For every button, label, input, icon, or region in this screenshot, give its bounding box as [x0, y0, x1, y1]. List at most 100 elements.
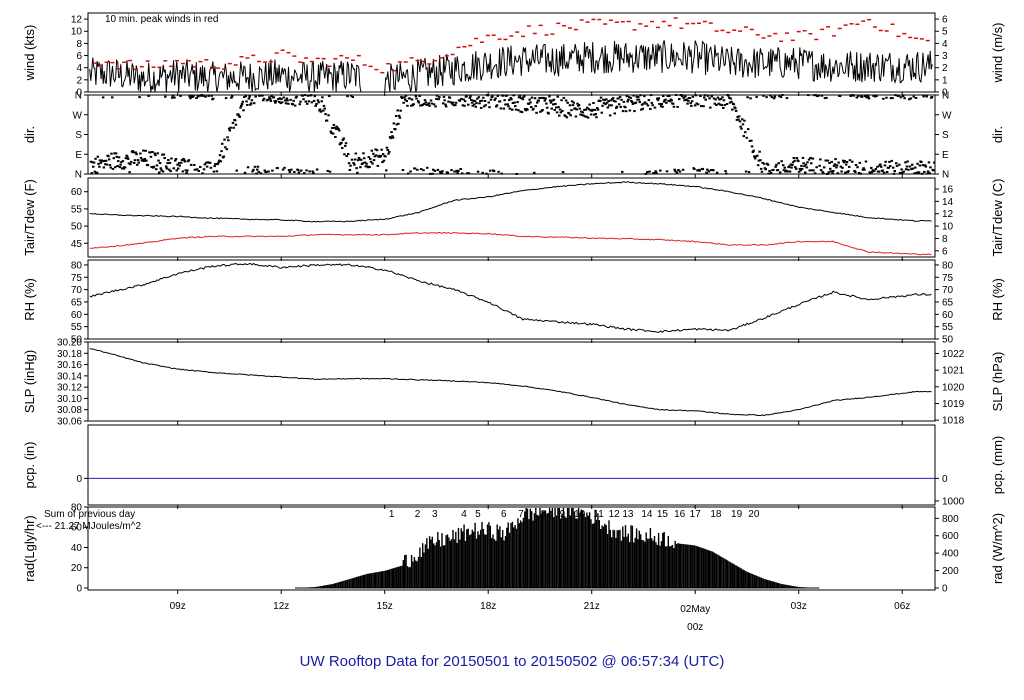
- dir-point: [923, 170, 926, 173]
- dir-point: [917, 171, 921, 174]
- dir-point: [417, 101, 421, 104]
- dir-point: [246, 166, 250, 169]
- dir-point: [565, 116, 569, 119]
- dir-point: [202, 94, 205, 97]
- dir-point: [433, 169, 437, 172]
- dir-point: [557, 106, 560, 109]
- dir-point: [908, 165, 912, 168]
- dir-point: [314, 104, 317, 107]
- dir-point: [211, 97, 215, 100]
- hour-label: 18: [710, 509, 722, 520]
- dir-point: [292, 99, 295, 102]
- dir-point: [897, 94, 900, 97]
- dir-point: [662, 95, 665, 97]
- dir-point: [476, 97, 479, 100]
- dir-point: [272, 96, 276, 99]
- dir-point: [765, 96, 768, 99]
- dir-point: [579, 113, 582, 116]
- ytick-right-label-dir: W: [942, 110, 952, 121]
- dir-point: [847, 170, 850, 173]
- dir-point: [542, 97, 546, 100]
- dir-point: [146, 164, 150, 167]
- dir-point: [285, 97, 289, 100]
- ytick-right-label-temp: 8: [942, 234, 948, 245]
- dir-point: [194, 168, 197, 171]
- dir-point: [802, 162, 805, 165]
- dir-point: [754, 155, 758, 158]
- dir-point: [641, 107, 644, 110]
- dir-point: [325, 119, 329, 122]
- dir-point: [281, 101, 284, 104]
- dir-point: [859, 172, 862, 175]
- dir-point: [332, 123, 336, 126]
- dir-point: [364, 165, 367, 168]
- dir-point: [612, 100, 616, 102]
- dir-point: [853, 169, 856, 172]
- dir-point: [155, 168, 158, 171]
- dir-point: [344, 142, 348, 145]
- dir-point: [446, 171, 449, 174]
- dir-point: [539, 96, 543, 99]
- hour-label: 5: [475, 509, 481, 520]
- ytick-right-label-rad: 400: [942, 549, 959, 560]
- dir-point: [169, 170, 172, 173]
- dir-point: [457, 169, 460, 172]
- dir-point: [155, 164, 159, 167]
- xtick-label: 15z: [377, 601, 393, 612]
- dir-point: [615, 106, 618, 109]
- dir-point: [863, 95, 867, 98]
- dir-point: [302, 98, 305, 101]
- ytick-right-label-wind: 3: [942, 51, 948, 62]
- dir-point: [630, 101, 634, 103]
- dir-point: [341, 147, 344, 149]
- dir-point: [577, 104, 581, 106]
- dir-point: [667, 99, 670, 102]
- dir-point: [876, 165, 879, 168]
- dir-point: [736, 115, 739, 118]
- dir-point: [654, 170, 657, 173]
- dir-point: [640, 103, 644, 106]
- ytick-right-label-rh: 65: [942, 297, 954, 308]
- dir-point: [320, 100, 323, 103]
- dir-point: [268, 98, 272, 100]
- dir-point: [259, 94, 262, 97]
- dir-point: [529, 101, 532, 104]
- dir-point: [353, 163, 356, 166]
- dir-point: [328, 170, 332, 173]
- dir-point: [885, 171, 889, 173]
- dir-point: [207, 94, 210, 97]
- dir-point: [367, 156, 370, 159]
- dir-point: [570, 100, 574, 103]
- dir-point: [745, 136, 748, 139]
- dir-point: [473, 103, 476, 106]
- dir-point: [425, 103, 428, 106]
- dir-point: [441, 102, 445, 105]
- dir-point: [137, 161, 140, 164]
- dir-point: [892, 172, 896, 175]
- dir-point: [375, 154, 378, 157]
- rad-annotation-1: Sum of previous day: [44, 509, 135, 520]
- dir-point: [596, 107, 599, 109]
- dir-point: [861, 168, 865, 171]
- temp-series-0: [89, 181, 932, 223]
- dir-point: [675, 171, 679, 174]
- dir-point: [315, 103, 318, 105]
- dir-point: [601, 104, 604, 107]
- dir-point: [419, 104, 422, 107]
- dir-point: [372, 159, 376, 162]
- dir-point: [734, 109, 738, 112]
- dir-point: [394, 115, 398, 117]
- dir-point: [925, 95, 928, 98]
- dir-point: [751, 151, 755, 153]
- dir-point: [537, 99, 540, 102]
- hour-label: 15: [657, 509, 669, 520]
- dir-point: [166, 162, 169, 165]
- dir-point: [426, 166, 429, 169]
- dir-point: [779, 96, 783, 99]
- dir-point: [887, 166, 890, 169]
- dir-point: [421, 103, 424, 106]
- dir-point: [247, 97, 251, 100]
- dir-point: [123, 166, 127, 169]
- dir-point: [399, 109, 402, 112]
- dir-point: [507, 105, 510, 108]
